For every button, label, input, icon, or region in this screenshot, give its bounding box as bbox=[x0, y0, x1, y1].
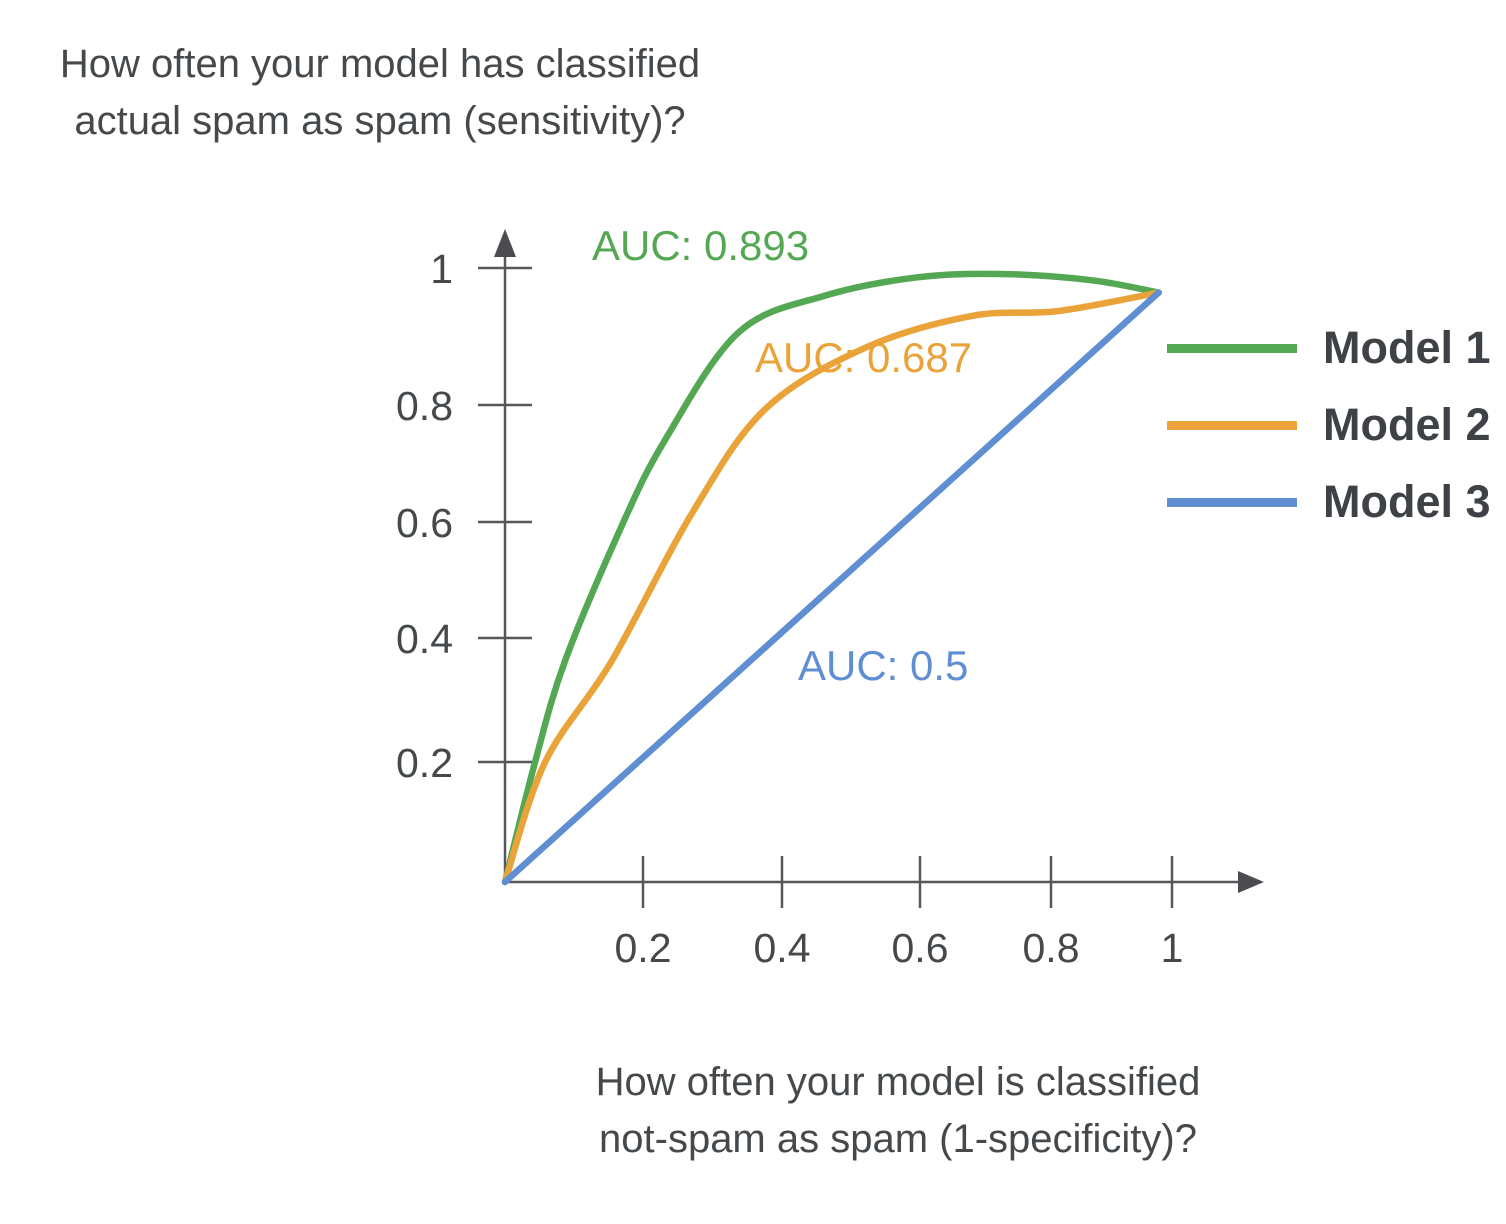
x-axis-question-line2: not-spam as spam (1-specificity)? bbox=[599, 1117, 1197, 1161]
legend-item-model-2: Model 2 bbox=[1167, 399, 1491, 450]
x-tick-label: 1 bbox=[1161, 925, 1184, 971]
y-axis-question: How often your model has classified actu… bbox=[22, 36, 738, 150]
y-axis-arrow bbox=[494, 229, 516, 257]
legend-item-model-1: Model 1 bbox=[1167, 322, 1491, 373]
legend-label-model-3: Model 3 bbox=[1323, 476, 1491, 527]
y-tick-label: 0.2 bbox=[396, 740, 453, 786]
x-tick-label: 0.4 bbox=[754, 925, 811, 971]
auc-label-model-2: AUC: 0.687 bbox=[755, 334, 973, 381]
auc-label-model-1: AUC: 0.893 bbox=[592, 222, 810, 269]
legend-label-model-2: Model 2 bbox=[1323, 399, 1491, 450]
y-tick-label: 0.8 bbox=[396, 383, 453, 429]
x-axis-question: How often your model is classified not-s… bbox=[517, 1054, 1279, 1168]
legend-label-model-1: Model 1 bbox=[1323, 322, 1491, 373]
model-3-line-swatch bbox=[1167, 497, 1297, 507]
y-tick-label: 1 bbox=[430, 246, 453, 292]
x-tick-label: 0.2 bbox=[615, 925, 672, 971]
y-axis-question-line1: How often your model has classified bbox=[59, 42, 701, 86]
auc-label-model-3: AUC: 0.5 bbox=[798, 642, 969, 689]
x-axis-question-line1: How often your model is classified bbox=[595, 1060, 1201, 1104]
legend: Model 1 Model 2 Model 3 bbox=[1167, 322, 1491, 527]
x-tick-label: 0.8 bbox=[1023, 925, 1080, 971]
model-2-line-swatch bbox=[1167, 420, 1297, 430]
curve-model-3 bbox=[501, 289, 1162, 886]
y-axis-question-line2: actual spam as spam (sensitivity)? bbox=[74, 99, 686, 143]
x-tick-label: 0.6 bbox=[892, 925, 949, 971]
model-1-line-swatch bbox=[1167, 343, 1297, 353]
curve-model-2 bbox=[501, 289, 1162, 886]
x-axis-arrow bbox=[1238, 871, 1264, 893]
curve-model-1 bbox=[501, 270, 1162, 886]
y-tick-label: 0.4 bbox=[396, 616, 453, 662]
legend-item-model-3: Model 3 bbox=[1167, 476, 1491, 527]
y-tick-label: 0.6 bbox=[396, 500, 453, 546]
